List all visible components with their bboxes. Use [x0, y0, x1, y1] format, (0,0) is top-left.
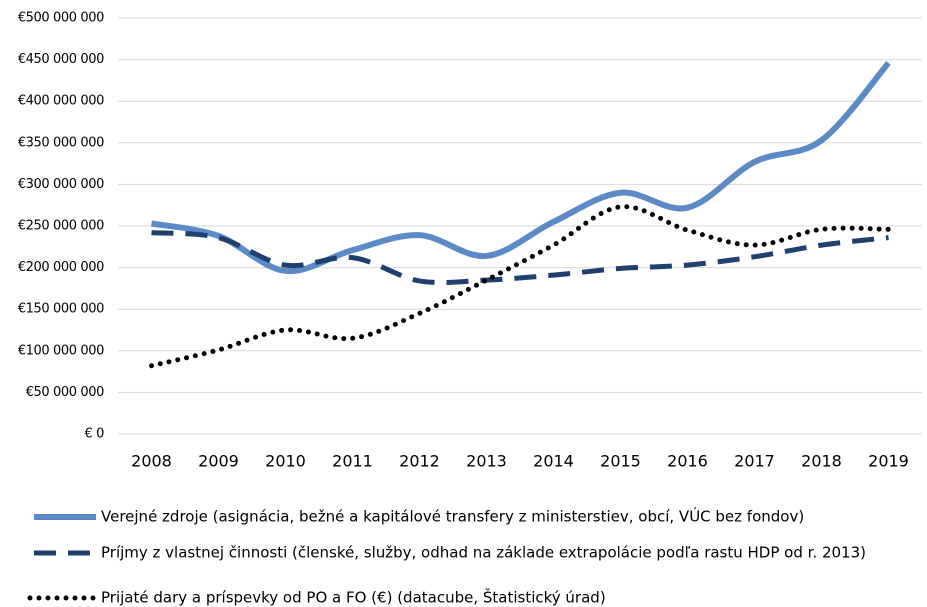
- x-tick-label: 2019: [868, 452, 909, 471]
- y-tick-label: € 0: [85, 427, 105, 442]
- y-tick-label: €500 000 000: [18, 11, 104, 26]
- legend-label: Príjmy z vlastnej činnosti (členské, slu…: [101, 544, 866, 562]
- x-tick-label: 2012: [399, 452, 440, 471]
- x-tick-label: 2015: [600, 452, 641, 471]
- series-line: [149, 204, 891, 369]
- y-tick-label: €100 000 000: [18, 343, 104, 358]
- x-tick-label: 2018: [801, 452, 842, 471]
- x-tick-label: 2017: [734, 452, 775, 471]
- x-tick-label: 2013: [466, 452, 507, 471]
- x-tick-label: 2014: [533, 452, 574, 471]
- x-tick-label: 2009: [198, 452, 239, 471]
- y-tick-label: €250 000 000: [18, 219, 104, 234]
- y-tick-label: €200 000 000: [18, 260, 104, 275]
- legend-label: Verejné zdroje (asignácia, bežné a kapit…: [101, 507, 804, 526]
- legend-label: Prijaté dary a príspevky od PO a FO (€) …: [101, 588, 606, 607]
- y-tick-label: €300 000 000: [18, 177, 104, 192]
- series-line: [151, 230, 889, 286]
- y-tick-label: €50 000 000: [26, 385, 104, 400]
- y-tick-label: €350 000 000: [18, 135, 104, 150]
- y-tick-label: €450 000 000: [18, 52, 104, 67]
- y-tick-label: €150 000 000: [18, 302, 104, 317]
- x-tick-label: 2011: [332, 452, 373, 471]
- series-line: [150, 60, 891, 275]
- x-tick-label: 2010: [265, 452, 306, 471]
- x-tick-label: 2008: [131, 452, 172, 471]
- y-tick-label: €400 000 000: [18, 94, 104, 109]
- x-tick-label: 2016: [667, 452, 708, 471]
